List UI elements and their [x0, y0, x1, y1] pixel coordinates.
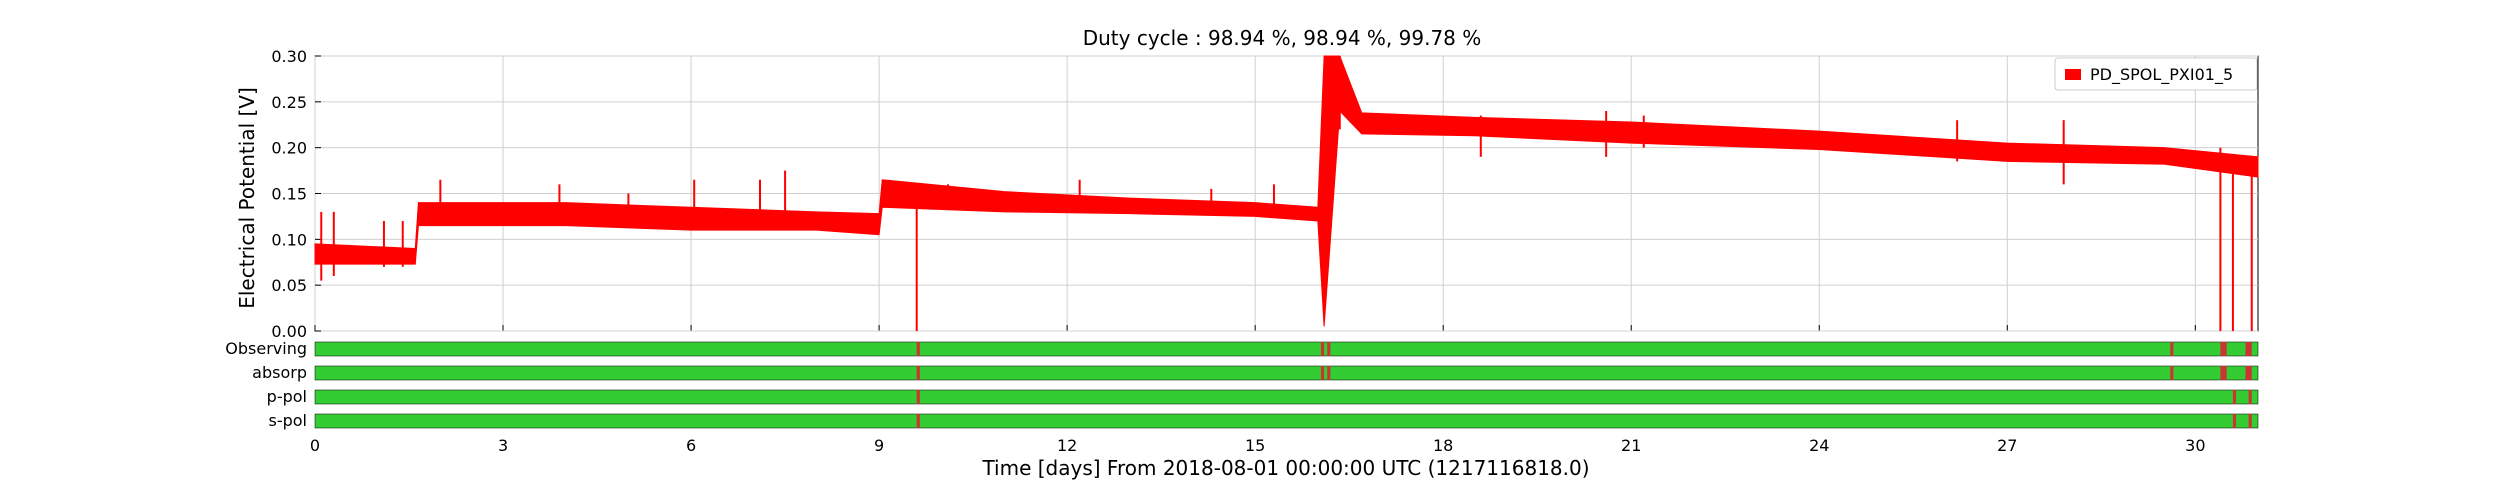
y-tick-label: 0.05 [271, 276, 307, 295]
grid-lines [314, 55, 2259, 332]
state-off-segment [916, 342, 920, 356]
state-off-segment [2220, 342, 2227, 356]
x-tick-label: 24 [1809, 436, 1829, 455]
tick-labels: 0 3 6 9 12 15 18 21 24 27 30 0.00 0.05 0.10 0.15 0.20 0.… [225, 47, 2205, 455]
x-tick-label: 12 [1057, 436, 1077, 455]
state-off-segment [1320, 342, 1325, 356]
state-off-segment [2170, 366, 2174, 380]
x-tick-label: 18 [1433, 436, 1453, 455]
state-off-segment [1327, 342, 1331, 356]
state-off-segment [916, 390, 920, 404]
series-layer [314, 55, 2259, 331]
state-bar-label: p-pol [267, 387, 307, 406]
y-tick-label: 0.25 [271, 93, 307, 112]
state-off-segment [1327, 366, 1331, 380]
x-tick-label: 6 [686, 436, 696, 455]
y-axis-label: Electrical Potential [V] [235, 87, 259, 309]
legend: PD_SPOL_PXI01_5 [2054, 57, 2258, 91]
y-tick-label: 0.10 [271, 230, 307, 249]
state-bar-s-pol [314, 413, 2259, 429]
state-off-segment [2248, 414, 2252, 428]
legend-swatch [2065, 69, 2081, 80]
state-off-segment [2248, 390, 2252, 404]
x-tick-label: 0 [310, 436, 320, 455]
state-bar-label: s-pol [269, 411, 308, 430]
state-bar-label: absorp [252, 363, 307, 382]
x-tick-label: 15 [1245, 436, 1265, 455]
state-off-segment [2170, 342, 2174, 356]
legend-box [2054, 57, 2258, 91]
state-bar-absorp [314, 365, 2259, 381]
state-off-segment [916, 366, 920, 380]
state-bar-observing [314, 341, 2259, 357]
x-axis-label: Time [days] From 2018-08-01 00:00:00 UTC… [981, 456, 1589, 480]
y-tick-label: 0.20 [271, 139, 307, 158]
chart-title: Duty cycle : 98.94 %, 98.94 %, 99.78 % [1083, 26, 1482, 50]
state-bar-p-pol [314, 389, 2259, 405]
state-off-segment [2245, 342, 2252, 356]
state-off-segment [916, 414, 920, 428]
state-off-segment [2220, 366, 2227, 380]
state-off-segment [2232, 414, 2237, 428]
y-tick-label: 0.15 [271, 185, 307, 204]
state-off-segment [2245, 366, 2252, 380]
series-band [314, 55, 2259, 327]
x-tick-label: 30 [2185, 436, 2205, 455]
x-tick-label: 21 [1621, 436, 1641, 455]
legend-series-label: PD_SPOL_PXI01_5 [2090, 65, 2233, 85]
x-tick-label: 27 [1997, 436, 2017, 455]
state-bar-label: Observing [225, 339, 307, 358]
x-tick-label: 3 [498, 436, 508, 455]
y-tick-label: 0.00 [271, 322, 307, 341]
state-off-segment [1320, 366, 1325, 380]
x-tick-label: 9 [874, 436, 884, 455]
state-off-segment [2232, 390, 2237, 404]
state-bars [314, 341, 2259, 429]
y-tick-label: 0.30 [271, 47, 307, 66]
